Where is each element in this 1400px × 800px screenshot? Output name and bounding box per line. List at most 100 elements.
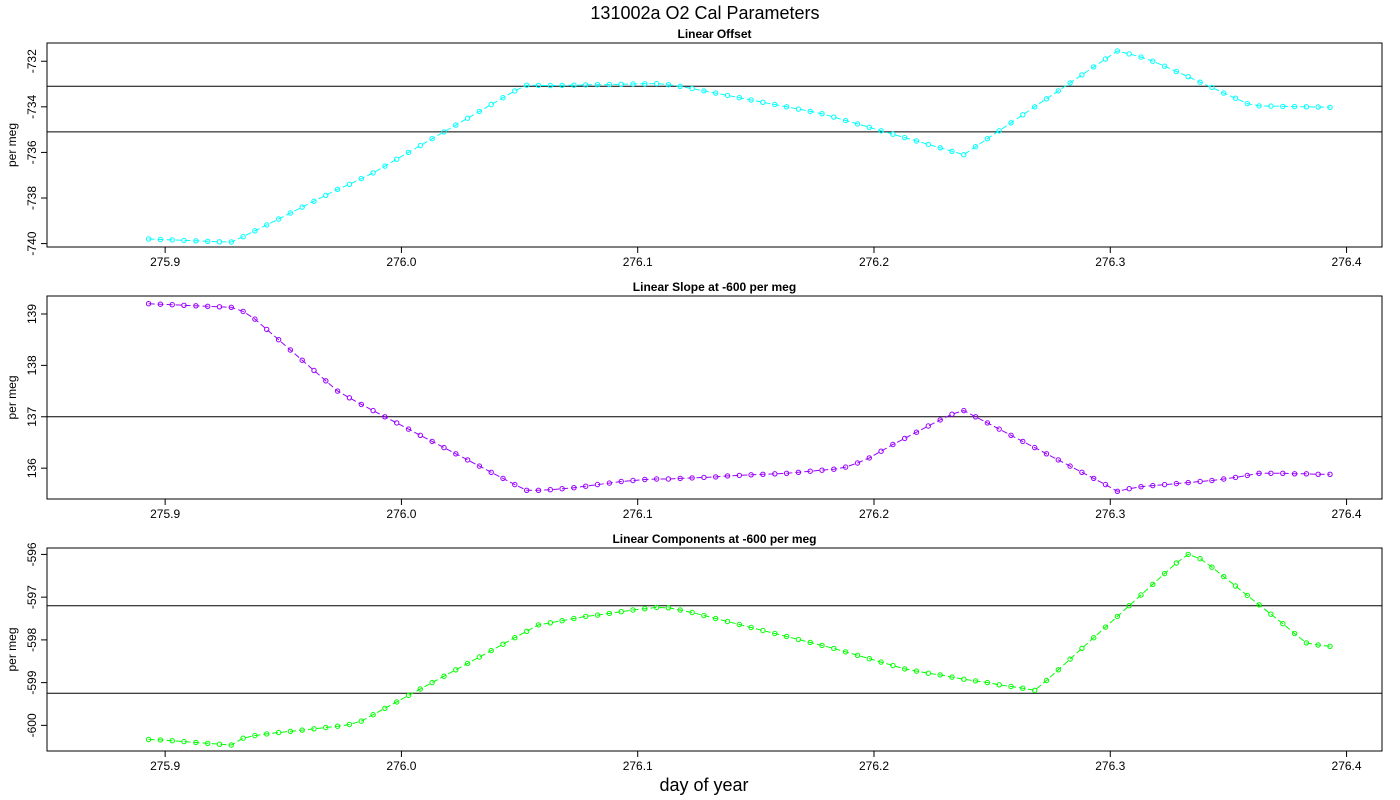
panel-3: Linear Components at -600 per meg per meg… [5,532,1383,773]
x-tick-label: 276.0 [386,255,416,269]
panel-1: Linear Offset per meg 275.9 276.0 276.1 276.2… [5,27,1383,269]
data-point [453,451,459,457]
data-point [1114,488,1121,494]
data-point [583,613,589,620]
data-point [1126,486,1132,492]
data-point [216,304,223,310]
data-point [665,476,672,482]
data-point [630,477,636,484]
y-tick-label: -597 [25,585,39,609]
x-tick-label: 276.0 [386,759,416,773]
data-point [949,411,955,417]
x-tick-label: 275.9 [150,255,180,269]
data-point [807,468,813,474]
data-point [1315,104,1321,110]
data-point [783,633,790,640]
data-point [1138,484,1144,490]
data-point [346,181,353,188]
data-point [157,236,164,243]
data-point [228,304,235,310]
data-point [453,122,459,128]
data-point [748,97,754,103]
x-tick-label: 276.3 [1095,759,1125,773]
y-tick-label: -738 [25,186,39,210]
data-point [1268,103,1274,109]
data-point [594,82,601,88]
y-tick-label: -596 [25,542,39,566]
data-point [642,476,648,483]
data-point [240,234,246,240]
x-tick-label: 276.1 [623,507,653,521]
data-point [949,148,955,155]
data-point [145,236,152,242]
data-point [583,483,589,489]
y-axis-label: per meg [5,123,19,167]
x-tick-label: 276.4 [1332,255,1362,269]
data-point [890,131,896,137]
data-point [559,486,565,492]
data-point [382,163,388,169]
x-tick-label: 276.2 [859,507,889,521]
data-point [618,478,624,485]
data-point [653,80,660,87]
data-point [996,426,1002,432]
data-point [476,654,483,660]
data-point [193,739,199,746]
data-point [275,729,282,736]
data-point [1209,84,1215,91]
data-point [1173,480,1180,487]
data-point [854,652,861,658]
data-point [358,718,364,724]
data-point [1303,104,1310,110]
data-point [535,487,542,493]
data-point [1138,54,1144,60]
data-point [205,303,211,309]
data-point [1221,573,1227,580]
data-point [358,175,364,182]
data-point [984,679,991,686]
data-point [724,473,731,479]
data-point [299,357,305,363]
data-point [996,682,1002,688]
data-point [500,95,506,101]
y-tick-label: 139 [25,304,39,324]
panels-group: Linear Offset per meg 275.9 276.0 276.1 276.2… [5,27,1383,773]
data-point [571,485,577,491]
data-point [972,414,979,420]
data-point [323,192,329,199]
y-tick-label: -736 [25,140,39,164]
data-point [1244,472,1251,479]
data-point [559,618,565,624]
data-point [878,659,884,665]
data-point [701,612,707,619]
data-point [1291,630,1298,637]
data-point [441,129,447,135]
data-point [1114,613,1121,620]
data-point [334,186,341,193]
data-point [925,141,931,148]
data-point [1020,112,1026,118]
data-point [500,641,506,647]
data-point [1043,677,1050,684]
data-point [429,136,435,142]
data-point [1161,63,1168,69]
data-point [346,721,353,728]
data-point [524,628,530,634]
data-point [724,618,731,625]
data-point [748,472,754,478]
data-point [937,417,943,423]
data-point [524,82,530,88]
data-point [1091,475,1097,482]
data-point [736,95,742,101]
data-point [653,476,660,482]
data-point [925,423,931,429]
data-point [1138,592,1144,598]
data-point [1303,640,1310,646]
data-point [1067,80,1073,86]
data-point [299,204,305,210]
data-point [842,117,849,124]
data-point [488,469,494,475]
y-tick-label: 137 [25,406,39,426]
x-tick-label: 276.3 [1095,507,1125,521]
